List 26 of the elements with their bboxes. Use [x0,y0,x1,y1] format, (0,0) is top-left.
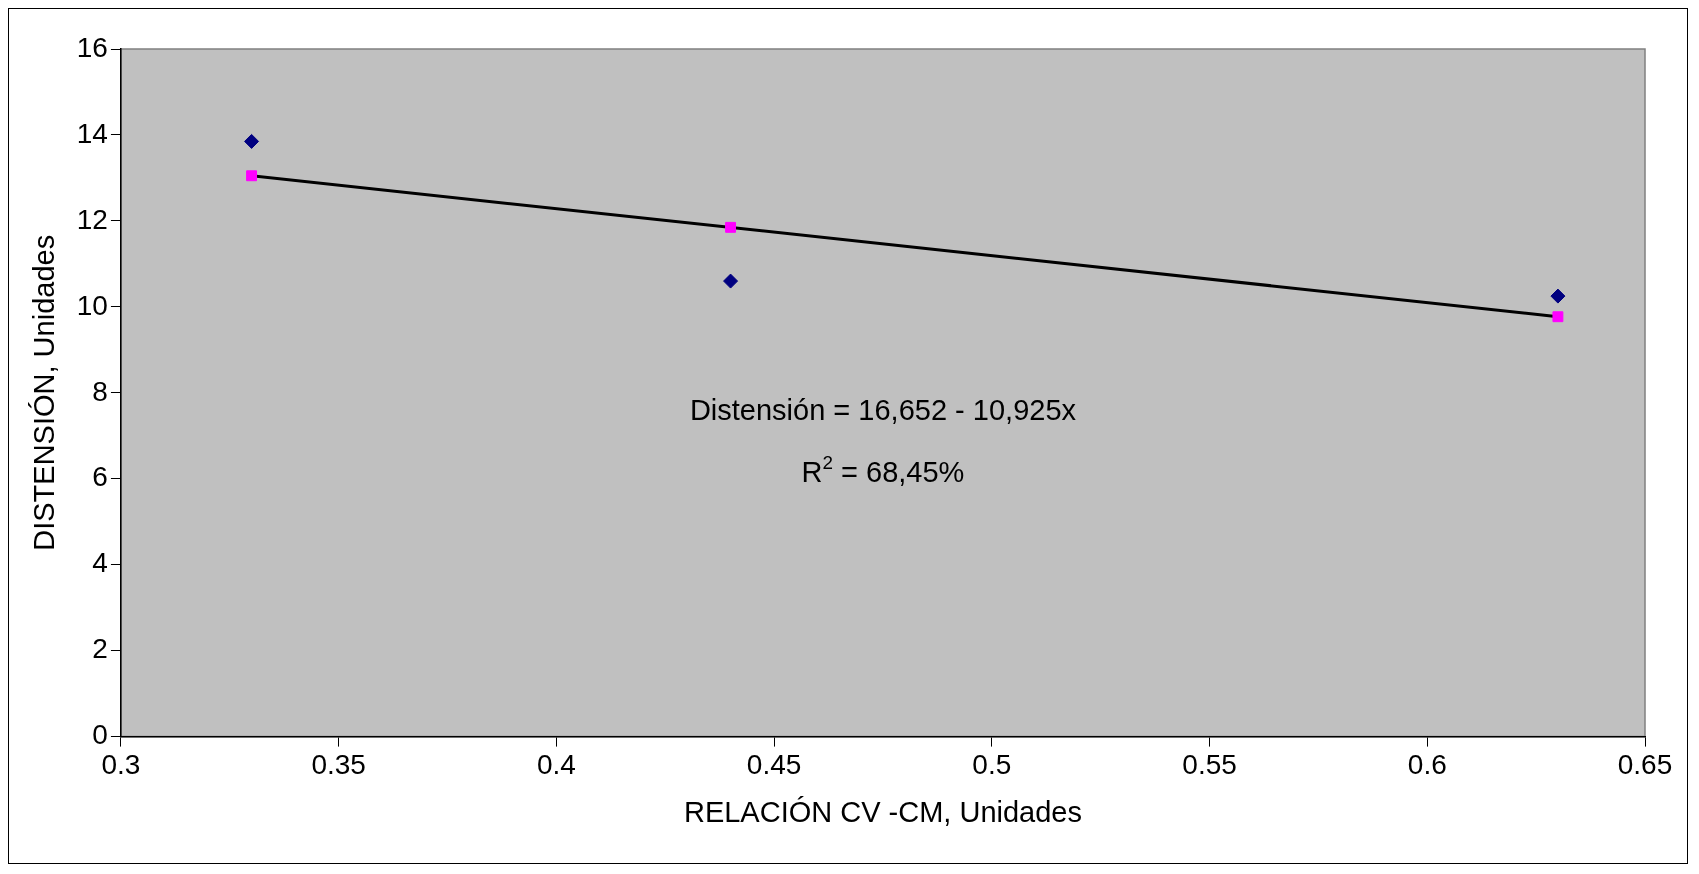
point [723,273,739,289]
y-tick-label: 6 [92,461,108,493]
y-tick-label: 16 [76,31,108,63]
y-axis-title: DISTENSIÓN, Unidades [28,234,61,551]
y-tick-label: 2 [92,633,108,665]
x-tick-label: 0.65 [1617,749,1673,781]
x-tick-label: 0.6 [1407,749,1447,781]
x-tick-label: 0.45 [746,749,802,781]
x-tick-label: 0.4 [536,749,576,781]
point [246,170,258,182]
annotation: Distensión = 16,652 - 10,925x [689,394,1077,427]
y-tick-label: 4 [92,547,108,579]
point [244,133,260,149]
x-axis-title: RELACIÓN CV -CM, Unidades [683,795,1082,828]
y-tick-label: 0 [92,719,108,751]
x-tick-label: 0.35 [311,749,366,781]
point [725,221,737,233]
point [1552,311,1564,323]
x-tick-label: 0.55 [1182,749,1237,781]
y-tick-label: 14 [76,117,108,149]
y-tick-label: 12 [76,203,108,235]
point [1550,288,1566,304]
x-tick-label: 0.5 [972,749,1012,781]
x-tick-label: 0.3 [101,749,141,781]
y-tick-label: 10 [76,289,108,321]
y-tick-label: 8 [92,375,108,407]
